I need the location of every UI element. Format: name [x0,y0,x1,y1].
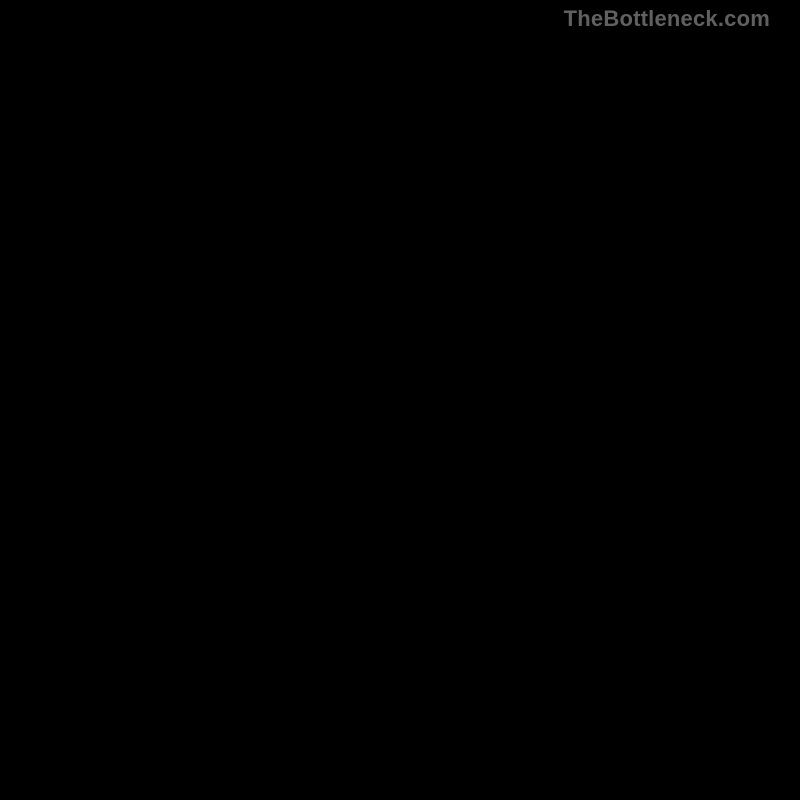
chart-container: TheBottleneck.com [0,0,800,800]
watermark-text: TheBottleneck.com [564,6,770,32]
bottleneck-heatmap [0,0,800,800]
